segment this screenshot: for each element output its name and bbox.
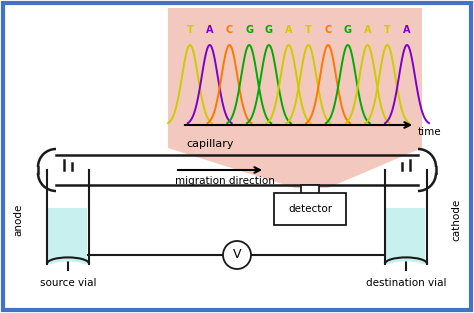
Text: time: time	[418, 127, 442, 137]
Text: T: T	[187, 25, 193, 35]
Circle shape	[223, 241, 251, 269]
Text: V: V	[233, 249, 241, 261]
Text: A: A	[206, 25, 213, 35]
Text: source vial: source vial	[40, 278, 96, 288]
Text: capillary: capillary	[186, 139, 234, 149]
Text: G: G	[344, 25, 352, 35]
Bar	[386, 208, 426, 261]
Text: T: T	[384, 25, 391, 35]
Text: anode: anode	[13, 204, 23, 236]
Text: C: C	[325, 25, 332, 35]
Bar	[48, 208, 88, 261]
Text: G: G	[245, 25, 253, 35]
Text: detector: detector	[288, 204, 332, 214]
Text: A: A	[364, 25, 371, 35]
Text: C: C	[226, 25, 233, 35]
Text: migration direction: migration direction	[175, 176, 275, 186]
Bar	[274, 193, 346, 225]
Text: T: T	[305, 25, 312, 35]
Polygon shape	[168, 8, 422, 188]
Text: destination vial: destination vial	[366, 278, 446, 288]
Text: G: G	[265, 25, 273, 35]
Polygon shape	[301, 185, 319, 195]
Text: cathode: cathode	[451, 199, 461, 241]
Text: A: A	[285, 25, 292, 35]
Text: A: A	[403, 25, 411, 35]
